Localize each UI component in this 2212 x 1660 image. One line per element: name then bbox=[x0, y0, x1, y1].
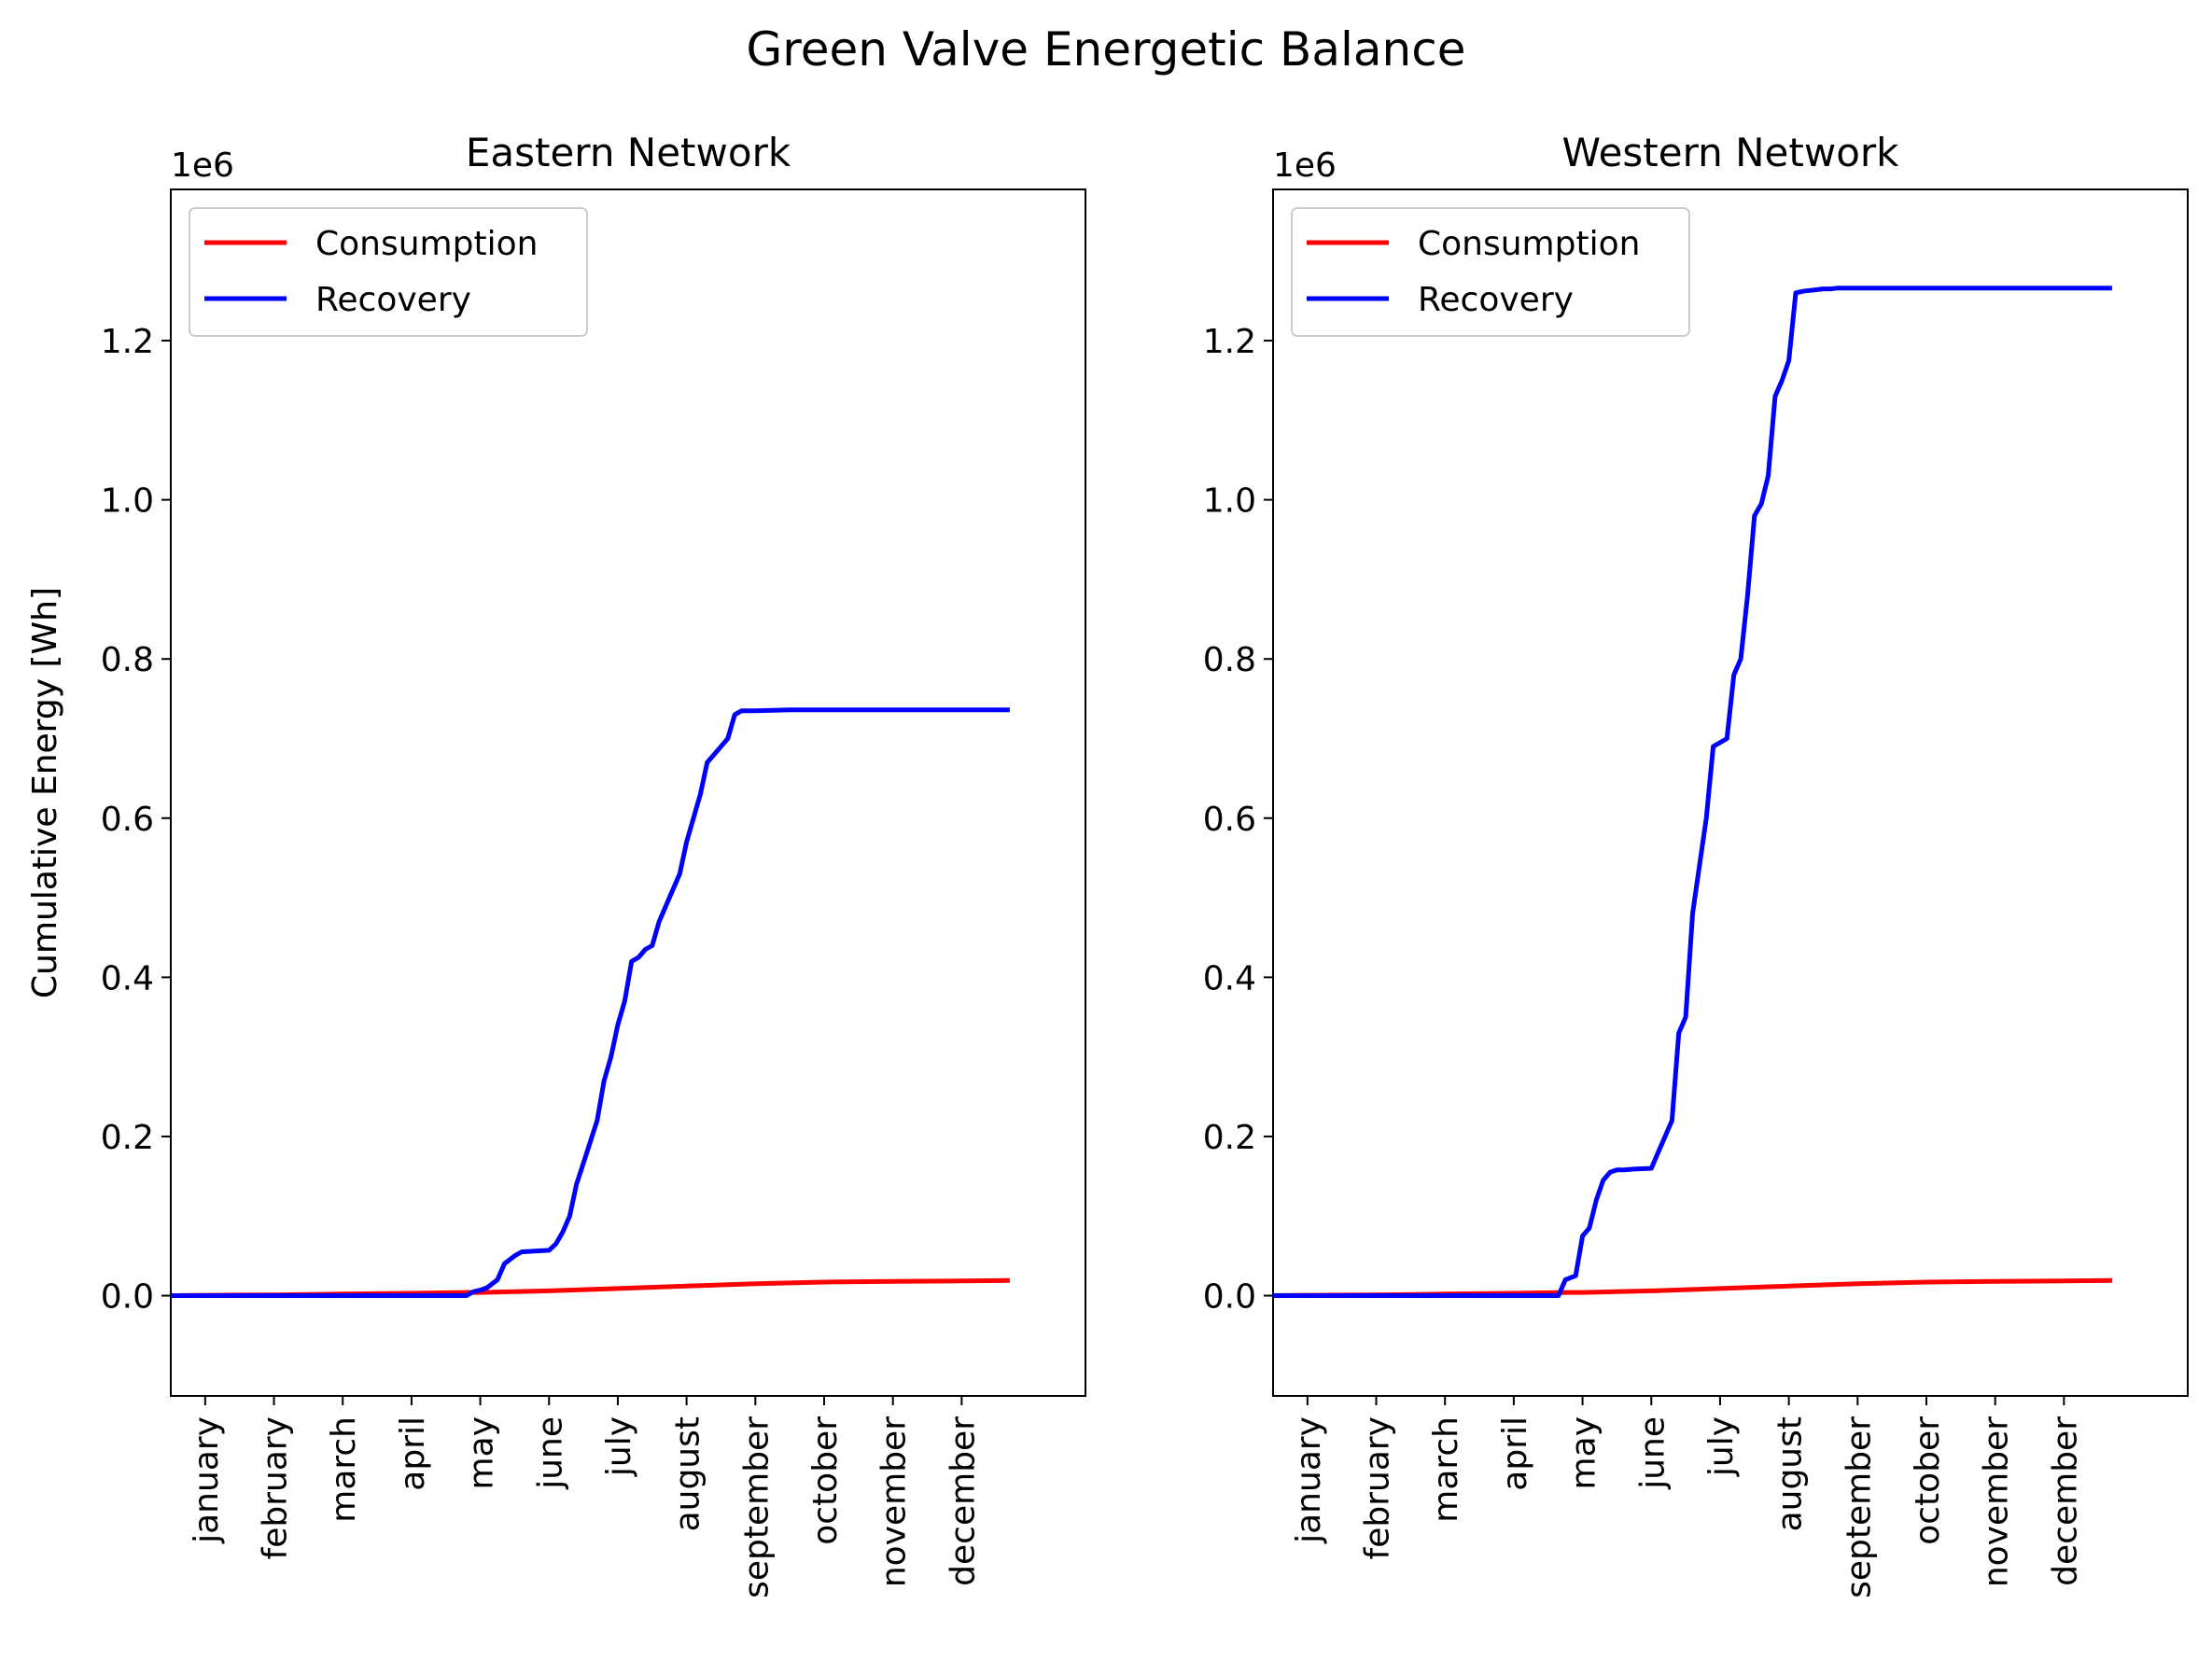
legend-box bbox=[1291, 207, 1690, 337]
y-tick-label: 0.6 bbox=[1203, 801, 1256, 839]
legend-label-recovery: Recovery bbox=[1418, 281, 1574, 319]
x-tick-label-june: june bbox=[531, 1416, 569, 1490]
x-tick-label-september: september bbox=[737, 1416, 776, 1598]
y-tick-label: 0.2 bbox=[101, 1119, 154, 1157]
y-tick-label: 1.0 bbox=[1203, 482, 1256, 521]
series-line-recovery bbox=[171, 707, 1010, 1298]
axes-title: Eastern Network bbox=[466, 130, 791, 175]
legend-label-consumption: Consumption bbox=[315, 225, 538, 263]
x-tick-label-june: june bbox=[1633, 1416, 1672, 1490]
x-tick-label-january: january bbox=[1290, 1416, 1328, 1544]
y-axis-label: Cumulative Energy [Wh] bbox=[26, 587, 64, 998]
x-tick-label-march: march bbox=[325, 1416, 363, 1523]
x-tick-label-may: may bbox=[1565, 1416, 1603, 1489]
x-tick-label-february: february bbox=[1359, 1416, 1397, 1559]
x-tick-label-december: december bbox=[2046, 1416, 2084, 1586]
x-tick-label-august: august bbox=[1771, 1416, 1810, 1531]
x-tick-label-november: november bbox=[875, 1416, 914, 1587]
y-tick-label: 0.8 bbox=[1203, 641, 1256, 679]
y-tick-label: 0.0 bbox=[101, 1278, 154, 1317]
x-tick-label-october: october bbox=[1909, 1416, 1947, 1545]
x-tick-label-april: april bbox=[1496, 1416, 1534, 1491]
x-tick-label-september: september bbox=[1840, 1416, 1878, 1598]
x-tick-label-april: april bbox=[394, 1416, 432, 1491]
axes-frame bbox=[170, 188, 1086, 1397]
y-tick-label: 0.0 bbox=[1203, 1278, 1256, 1317]
x-tick-label-february: february bbox=[257, 1416, 295, 1559]
y-tick-label: 0.8 bbox=[101, 641, 154, 679]
y-tick-label: 0.4 bbox=[1203, 959, 1256, 997]
x-tick-label-july: july bbox=[1702, 1416, 1741, 1477]
x-tick-label-november: november bbox=[1978, 1416, 2016, 1587]
y-axis-label: Cumulative Energy [Wh] bbox=[26, 587, 64, 998]
panel-eastern-network: Eastern Network 1e6 Cumulative Energy [Wh]… bbox=[26, 130, 1086, 1598]
legend: Consumption Recovery bbox=[189, 207, 588, 337]
y-tick-label: 1.2 bbox=[1203, 323, 1256, 361]
series-line-recovery bbox=[1273, 286, 2112, 1298]
figure-title: Green Valve Energetic Balance bbox=[747, 22, 1466, 77]
axes-frame bbox=[1272, 188, 2189, 1397]
x-tick-label-march: march bbox=[1427, 1416, 1465, 1523]
panel-western-network: Western Network 1e6 Cumulative Energy [Wh]… bbox=[26, 130, 2189, 1598]
y-tick-label: 1.2 bbox=[101, 323, 154, 361]
legend-label-consumption: Consumption bbox=[1418, 225, 1640, 263]
x-tick-label-january: january bbox=[188, 1416, 226, 1544]
y-tick-label: 0.2 bbox=[1203, 1119, 1256, 1157]
legend-box bbox=[189, 207, 588, 337]
x-tick-label-december: december bbox=[944, 1416, 982, 1586]
y-offset-label: 1e6 bbox=[1273, 146, 1337, 185]
x-tick-label-july: july bbox=[600, 1416, 638, 1477]
y-tick-label: 0.6 bbox=[101, 801, 154, 839]
x-tick-label-may: may bbox=[463, 1416, 501, 1489]
legend: Consumption Recovery bbox=[1291, 207, 1690, 337]
legend-label-recovery: Recovery bbox=[315, 281, 471, 319]
y-offset-label: 1e6 bbox=[171, 146, 234, 185]
y-tick-label: 0.4 bbox=[101, 959, 154, 997]
x-tick-label-october: october bbox=[806, 1416, 845, 1545]
axes-title: Western Network bbox=[1562, 130, 1900, 175]
y-tick-label: 1.0 bbox=[101, 482, 154, 521]
x-tick-label-august: august bbox=[669, 1416, 707, 1531]
